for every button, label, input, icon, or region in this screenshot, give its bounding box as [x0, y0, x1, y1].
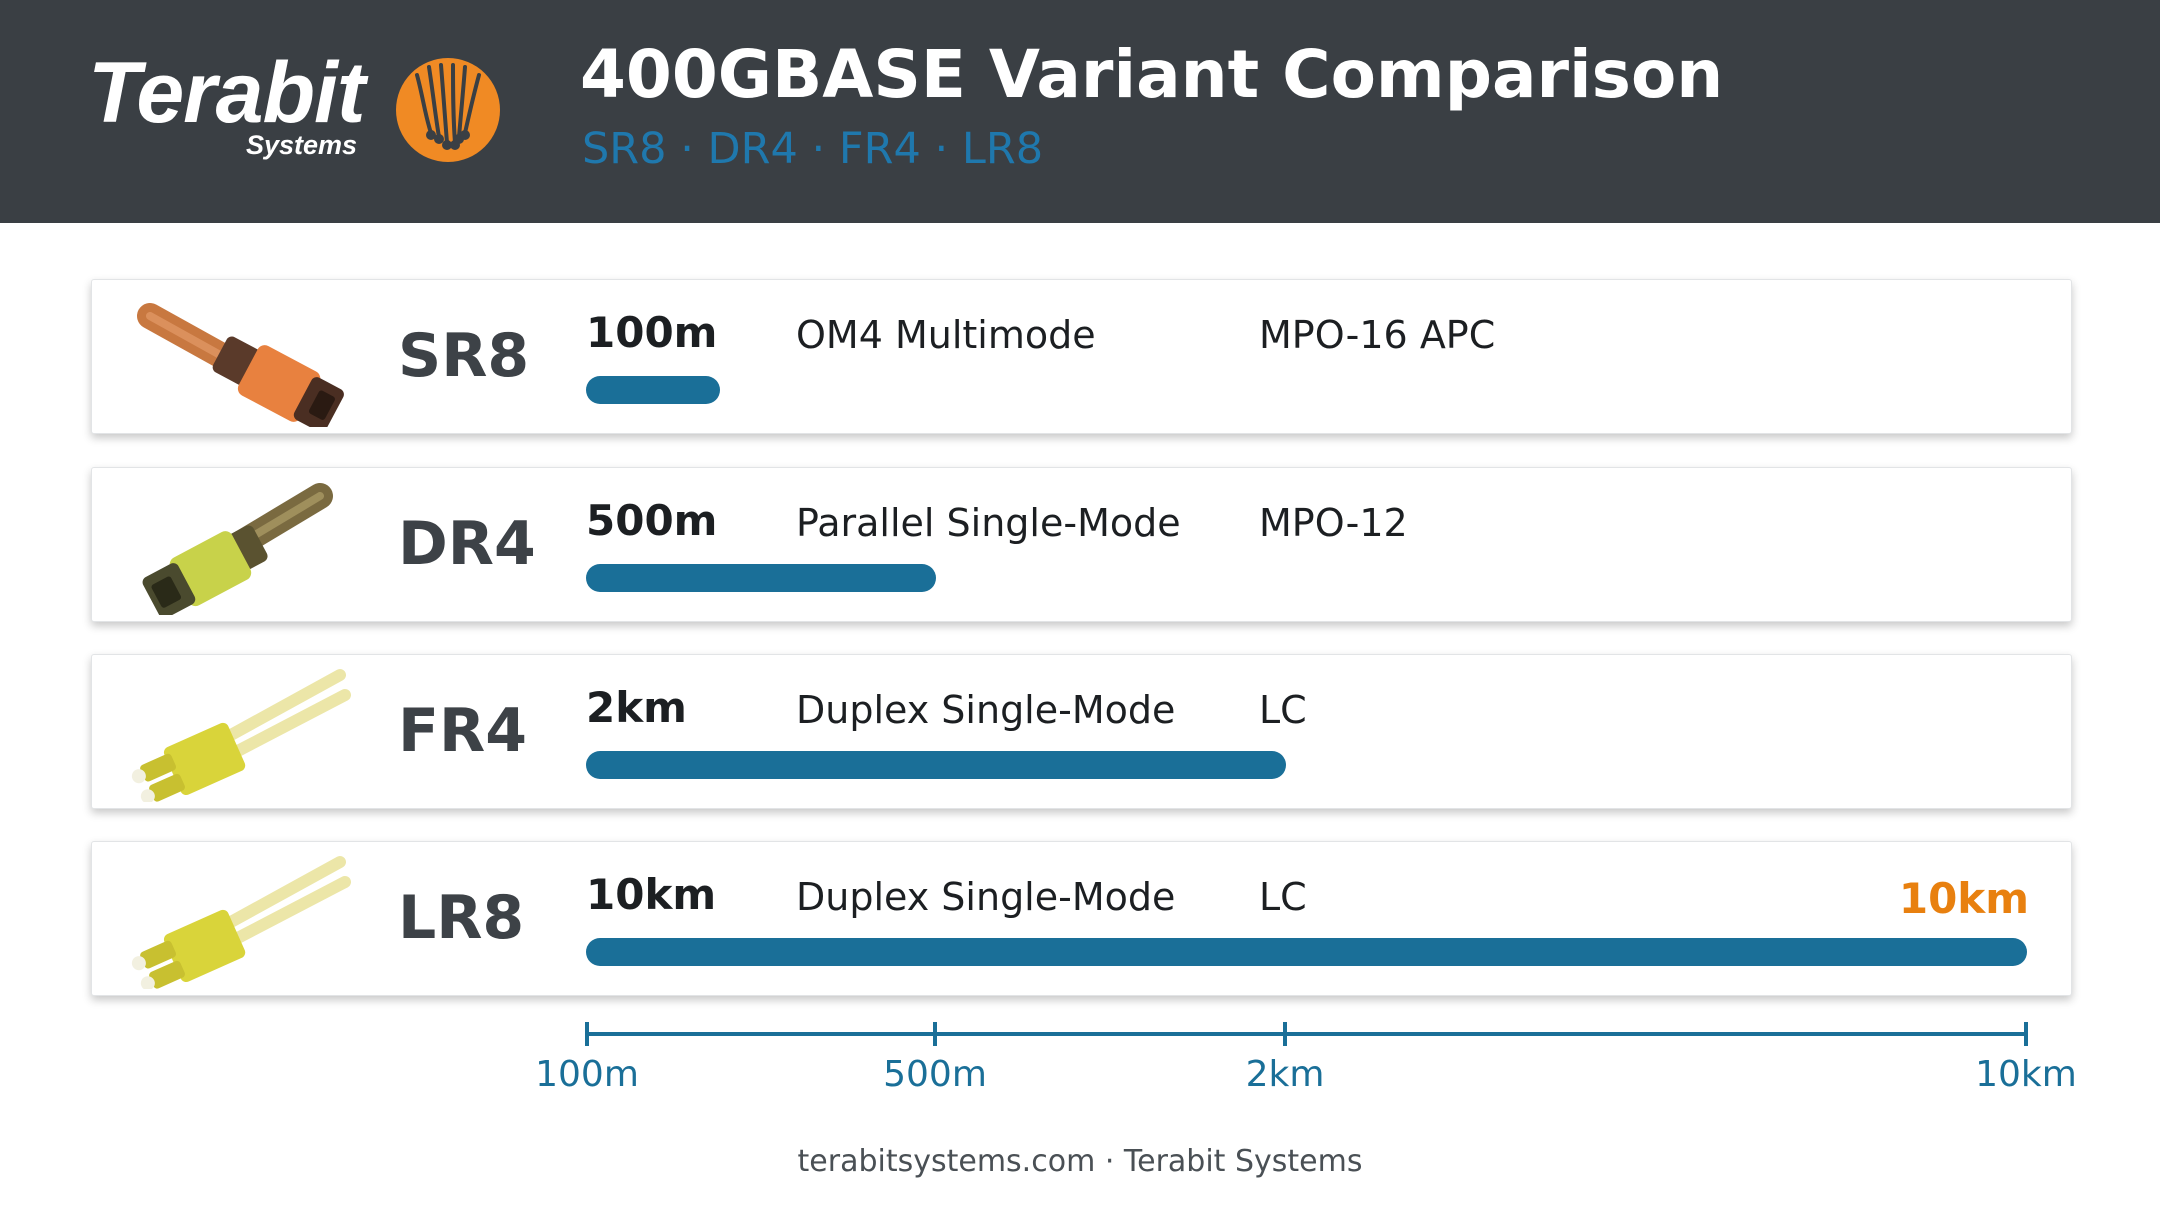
variant-label: FR4 [398, 696, 527, 766]
footer-credit: terabitsystems.com · Terabit Systems [797, 1144, 1363, 1179]
logo-subtext: Systems [246, 130, 358, 160]
page-subtitle: SR8 · DR4 · FR4 · LR8 [582, 124, 1044, 174]
variant-label: DR4 [398, 509, 536, 579]
mpo-connector-icon [142, 483, 333, 615]
max-reach-highlight: 10km [1898, 874, 2029, 923]
variant-card-sr8: SR8 100m OM4 Multimode MPO-16 APC [91, 279, 2072, 434]
reach-bar [586, 376, 720, 404]
mpo-connector-icon [137, 303, 344, 427]
reach-bar [586, 938, 2027, 966]
axis-tick-label: 10km [1975, 1054, 2077, 1095]
reach-value: 10km [586, 870, 717, 919]
lc-duplex-connector-icon [131, 669, 351, 802]
reach-bar [586, 751, 1286, 779]
reach-value: 500m [586, 496, 718, 545]
variant-label: SR8 [398, 321, 530, 391]
reach-value: 2km [586, 683, 687, 732]
variant-card-dr4: DR4 500m Parallel Single-Mode MPO-12 [91, 467, 2072, 622]
header-banner: Terabit Systems 400GBASE Variant Compari… [0, 0, 2160, 223]
connector-type: LC [1259, 688, 1307, 732]
logo-wordmark: Terabit [88, 45, 366, 141]
fiber-type: Duplex Single-Mode [796, 875, 1176, 919]
variant-card-fr4: FR4 2km Duplex Single-Mode LC [91, 654, 2072, 809]
fiber-type: OM4 Multimode [796, 313, 1096, 357]
reach-value: 100m [586, 308, 718, 357]
axis-tick-label: 2km [1246, 1054, 1325, 1095]
lc-duplex-connector-icon [131, 856, 351, 989]
logo-icon [396, 58, 500, 162]
page-title: 400GBASE Variant Comparison [580, 36, 1724, 113]
fiber-type: Parallel Single-Mode [796, 501, 1181, 545]
axis-tick-label: 100m [535, 1054, 639, 1095]
variant-card-lr8: LR8 10km Duplex Single-Mode LC 10km [91, 841, 2072, 996]
variant-label: LR8 [398, 883, 525, 953]
connector-type: MPO-16 APC [1259, 313, 1496, 357]
connector-type: LC [1259, 875, 1307, 919]
reach-bar [586, 564, 936, 592]
fiber-type: Duplex Single-Mode [796, 688, 1176, 732]
axis-tick-label: 500m [883, 1054, 987, 1095]
connector-type: MPO-12 [1259, 501, 1408, 545]
